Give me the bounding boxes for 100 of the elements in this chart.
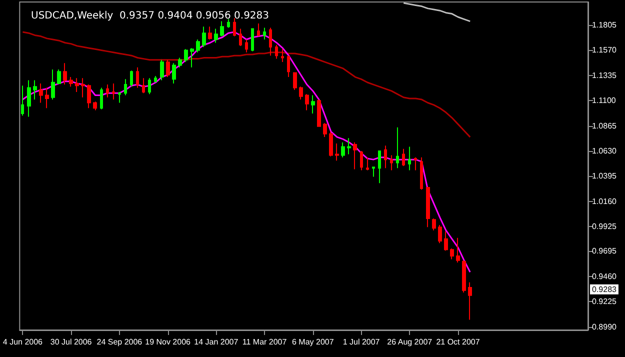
- y-tick-label: 1.0395: [592, 172, 618, 181]
- candlestick: [63, 62, 67, 86]
- candlestick: [81, 78, 85, 98]
- candlestick: [468, 282, 472, 320]
- candlestick: [269, 27, 272, 56]
- candlestick: [444, 230, 448, 252]
- candlestick: [263, 27, 266, 40]
- line-series: [402, 2, 471, 22]
- candlestick: [130, 70, 133, 88]
- x-tick-label: 11 Mar 2007: [242, 338, 288, 346]
- candlestick: [160, 59, 164, 81]
- candlestick: [317, 99, 321, 127]
- candlestick: [372, 166, 375, 178]
- candlestick: [154, 75, 157, 83]
- candlestick: [390, 154, 393, 171]
- candlestick: [323, 122, 327, 138]
- candlestick: [124, 78, 127, 96]
- candlestick: [233, 18, 236, 37]
- candlestick: [245, 39, 248, 53]
- candlestick: [69, 76, 73, 88]
- candlestick: [281, 48, 284, 63]
- candlestick: [432, 218, 436, 231]
- candlestick: [347, 138, 351, 155]
- candlestick: [87, 84, 91, 109]
- y-tick-label: 1.1805: [592, 20, 618, 30]
- x-tick-label: 21 Oct 2007: [436, 338, 480, 346]
- candlestick: [239, 28, 242, 46]
- candlestick: [341, 142, 345, 158]
- candlestick: [311, 94, 315, 114]
- candlestick: [438, 224, 442, 244]
- candlestick: [75, 78, 79, 93]
- candlestick: [420, 156, 423, 190]
- candlestick: [462, 260, 466, 293]
- candlestick: [214, 28, 218, 44]
- candlestick: [100, 87, 103, 110]
- y-tick-label: 0.8990: [592, 322, 618, 332]
- candlestick: [353, 142, 357, 170]
- y-tick-label: 0.9225: [592, 297, 618, 306]
- x-tick-label: 26 Aug 2007: [387, 338, 433, 346]
- candlestick: [257, 22, 260, 37]
- candlestick: [329, 131, 333, 157]
- x-tick-label: 24 Sep 2006: [96, 338, 143, 346]
- candlestick: [208, 26, 212, 40]
- candlestick: [106, 84, 109, 98]
- y-tick-label: 1.0630: [592, 146, 618, 156]
- candlestick: [287, 55, 290, 78]
- x-tick-label: 4 Jun 2006: [2, 338, 44, 346]
- y-tick-label: 0.9925: [592, 222, 618, 232]
- candlestick: [118, 92, 121, 104]
- candlestick: [202, 26, 206, 48]
- candlestick: [360, 150, 363, 171]
- x-tick-label: 6 May 2007: [292, 338, 334, 346]
- candlestick: [378, 150, 381, 184]
- y-tick-label: 0.9460: [592, 272, 618, 281]
- candlestick: [366, 156, 369, 171]
- candlestick: [408, 146, 411, 171]
- candlestick: [112, 82, 115, 100]
- candlestick: [33, 80, 37, 100]
- y-tick-label: 1.1570: [592, 46, 618, 55]
- candlestick: [136, 66, 139, 88]
- candlestick: [251, 28, 254, 52]
- x-tick-label: 19 Nov 2006: [145, 338, 192, 346]
- x-tick-label: 30 Jul 2006: [50, 338, 92, 346]
- candlestick: [51, 69, 55, 100]
- candlestick: [178, 57, 182, 68]
- candlestick: [396, 126, 399, 169]
- y-tick-label: 1.1335: [592, 70, 618, 80]
- candlestick: [227, 18, 230, 28]
- candlestick: [21, 85, 24, 116]
- candlestick: [456, 237, 460, 263]
- candlestick: [184, 48, 188, 63]
- candlestick: [414, 156, 417, 171]
- line-series: [22, 31, 471, 273]
- candlestick: [402, 148, 405, 166]
- text: 0.9283: [592, 284, 618, 294]
- y-tick-label: 0.9695: [592, 246, 618, 256]
- candlestick: [39, 82, 43, 104]
- x-tick-label: 1 Jul 2007: [342, 338, 380, 346]
- x-tick-label: 14 Jan 2007: [194, 338, 239, 346]
- candlestick: [142, 78, 145, 94]
- candlestick: [196, 39, 200, 53]
- candlestick: [384, 145, 387, 169]
- candlestick: [57, 69, 61, 84]
- candlestick: [305, 94, 309, 111]
- candlestick: [172, 62, 176, 84]
- candlestick: [166, 59, 170, 78]
- candlestick: [299, 86, 303, 100]
- candlestick: [190, 48, 194, 68]
- y-tick-label: 1.1100: [592, 96, 616, 106]
- candlestick: [93, 101, 97, 111]
- line-series: [22, 31, 471, 138]
- candlestick: [148, 78, 151, 95]
- y-tick-label: 1.0160: [592, 196, 618, 206]
- candlestick: [335, 142, 339, 162]
- candlestick: [275, 44, 278, 60]
- y-tick-label: 1.0865: [592, 121, 618, 130]
- text: USDCAD,Weekly 0.9357 0.9404 0.9056 0.9283: [31, 10, 270, 22]
- candlestick: [450, 248, 454, 260]
- candlestick: [293, 72, 297, 90]
- candlestick: [27, 80, 31, 118]
